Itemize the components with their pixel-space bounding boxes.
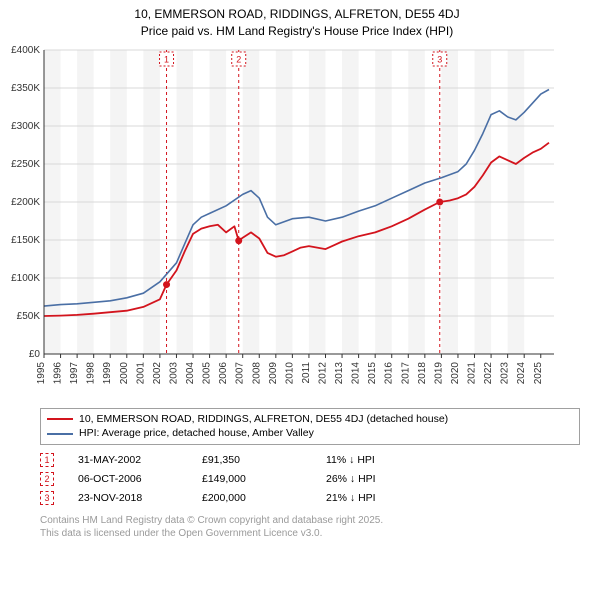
svg-text:£50K: £50K [17,311,41,322]
sale-date: 31-MAY-2002 [78,451,178,470]
svg-text:2019: 2019 [433,361,444,384]
svg-text:1999: 1999 [102,361,113,384]
svg-text:2007: 2007 [235,361,246,384]
svg-text:£150K: £150K [11,235,40,246]
title-line-1: 10, EMMERSON ROAD, RIDDINGS, ALFRETON, D… [4,6,590,23]
svg-text:2000: 2000 [119,361,130,384]
svg-text:2025: 2025 [533,361,544,384]
svg-text:1996: 1996 [53,361,64,384]
attribution: Contains HM Land Registry data © Crown c… [40,514,590,540]
svg-text:£100K: £100K [11,273,40,284]
sales-row: 3 23-NOV-2018 £200,000 21% ↓ HPI [40,489,590,508]
svg-text:2002: 2002 [152,361,163,384]
svg-text:1998: 1998 [86,361,97,384]
svg-text:2005: 2005 [202,361,213,384]
svg-text:2020: 2020 [450,361,461,384]
sale-marker-badge: 1 [40,453,54,467]
svg-text:2017: 2017 [400,361,411,384]
sale-date: 06-OCT-2006 [78,470,178,489]
sale-hpi-delta: 11% ↓ HPI [326,451,426,470]
attribution-line-2: This data is licensed under the Open Gov… [40,527,590,540]
svg-text:2001: 2001 [135,361,146,384]
sale-marker-badge: 3 [40,491,54,505]
svg-text:2: 2 [236,54,241,64]
svg-text:3: 3 [437,54,442,64]
svg-text:2024: 2024 [516,361,527,384]
svg-text:2008: 2008 [251,361,262,384]
legend-label: HPI: Average price, detached house, Ambe… [79,426,314,441]
sale-marker-badge: 2 [40,472,54,486]
svg-text:2011: 2011 [301,361,312,383]
sales-row: 1 31-MAY-2002 £91,350 11% ↓ HPI [40,451,590,470]
sale-price: £200,000 [202,489,302,508]
svg-text:2006: 2006 [218,361,229,384]
svg-text:2010: 2010 [284,361,295,384]
line-chart-svg: £0 £50K £100K £150K £200K £250K £300K £350K £400… [4,44,560,404]
svg-text:2016: 2016 [384,361,395,384]
sale-hpi-delta: 26% ↓ HPI [326,470,426,489]
svg-text:£250K: £250K [11,159,40,170]
svg-text:1997: 1997 [69,361,80,384]
legend-color-swatch [47,418,73,420]
svg-text:2023: 2023 [500,361,511,384]
legend-label: 10, EMMERSON ROAD, RIDDINGS, ALFRETON, D… [79,412,448,427]
svg-text:1995: 1995 [36,361,47,384]
svg-text:£400K: £400K [11,45,40,56]
sales-table: 1 31-MAY-2002 £91,350 11% ↓ HPI 2 06-OCT-2006… [40,451,590,508]
svg-text:2012: 2012 [317,361,328,384]
svg-text:2022: 2022 [483,361,494,384]
sale-hpi-delta: 21% ↓ HPI [326,489,426,508]
title-line-2: Price paid vs. HM Land Registry's House … [4,23,590,40]
sale-date: 23-NOV-2018 [78,489,178,508]
svg-text:2015: 2015 [367,361,378,384]
svg-text:£200K: £200K [11,197,40,208]
svg-text:2004: 2004 [185,361,196,384]
svg-text:2018: 2018 [417,361,428,384]
legend-item: HPI: Average price, detached house, Ambe… [47,426,573,441]
legend-box: 10, EMMERSON ROAD, RIDDINGS, ALFRETON, D… [40,408,580,445]
legend-color-swatch [47,433,73,435]
attribution-line-1: Contains HM Land Registry data © Crown c… [40,514,590,527]
chart-title-block: 10, EMMERSON ROAD, RIDDINGS, ALFRETON, D… [4,6,590,40]
chart-area: £0 £50K £100K £150K £200K £250K £300K £350K £400… [4,44,590,404]
svg-text:2009: 2009 [268,361,279,384]
legend-item: 10, EMMERSON ROAD, RIDDINGS, ALFRETON, D… [47,412,573,427]
sale-price: £149,000 [202,470,302,489]
svg-text:£300K: £300K [11,121,40,132]
svg-text:£350K: £350K [11,83,40,94]
svg-text:2013: 2013 [334,361,345,384]
sales-row: 2 06-OCT-2006 £149,000 26% ↓ HPI [40,470,590,489]
svg-text:2014: 2014 [351,361,362,384]
svg-text:2021: 2021 [467,361,478,384]
svg-text:£0: £0 [29,349,41,360]
svg-text:1: 1 [164,54,169,64]
sale-price: £91,350 [202,451,302,470]
svg-text:2003: 2003 [168,361,179,384]
